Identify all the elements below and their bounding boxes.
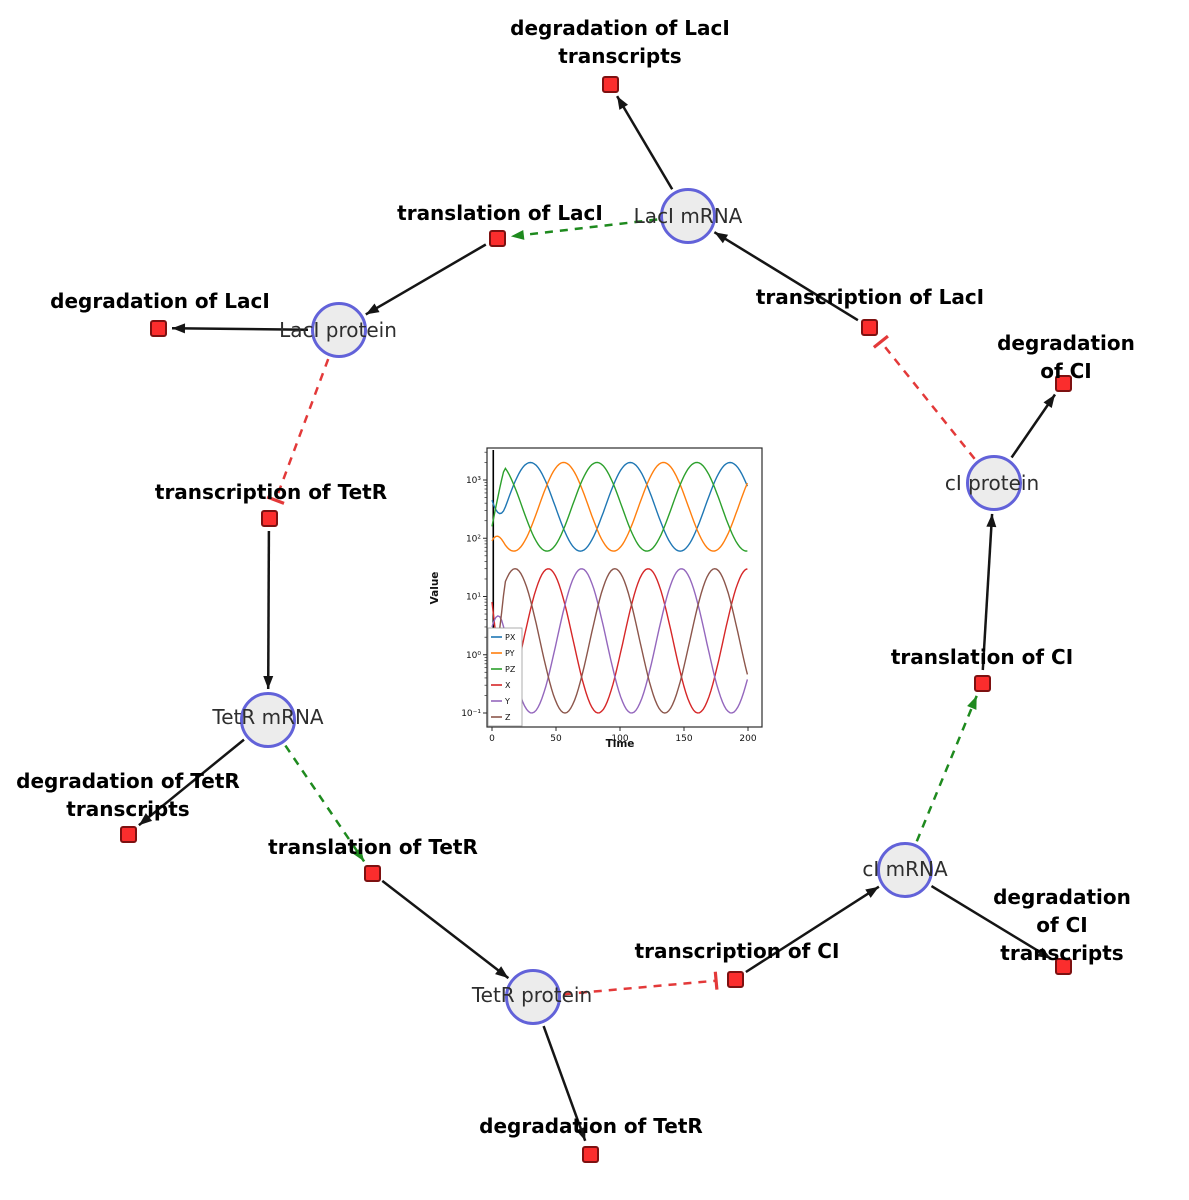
plot-frame: [486, 447, 763, 728]
legend-label-PY: PY: [505, 649, 515, 658]
edge-txn_ci-ci_mrna-production: [745, 885, 880, 974]
laci-mrna-label: LacI mRNA: [633, 204, 743, 228]
txn-laci-label: transcription of LacI: [755, 285, 985, 309]
edge-laci_mrna-deg_laci_tx-consumption: [616, 95, 674, 190]
tetr-protein-node: [505, 969, 561, 1025]
transl-laci-node: [488, 229, 506, 247]
legend-label-Y: Y: [504, 697, 510, 706]
edge-laci_protein-deg_laci-consumption: [171, 323, 309, 334]
legend-box: [487, 627, 523, 727]
y-tick-label: 10⁰: [466, 651, 481, 661]
ci-protein-label: cI protein: [944, 471, 1040, 495]
x-axis-label: Time: [606, 738, 635, 750]
deg-ci-tx-label: degradation of CI transcripts: [993, 885, 1131, 965]
edge-tetr_mrna-deg_tetr_tx-consumption: [138, 738, 245, 827]
x-tick-label: 150: [675, 734, 692, 744]
txn-ci-node: [726, 970, 744, 988]
deg-tetr-node: [581, 1145, 599, 1163]
laci-protein-label: LacI protein: [279, 318, 397, 342]
edge-transl_laci-laci_protein-production: [365, 243, 487, 316]
series-PY: [491, 461, 749, 552]
series-PZ: [491, 461, 748, 552]
legend-label-X: X: [505, 681, 511, 690]
laci-mrna-node: [660, 188, 716, 244]
series-Z: [491, 567, 749, 714]
edge-tetr_protein-deg_tetr-consumption: [542, 1025, 587, 1142]
ci-mrna-node: [877, 842, 933, 898]
y-tick-label: 10²: [466, 534, 481, 544]
transl-ci-label: translation of CI: [890, 645, 1074, 669]
deg-tetr-tx-node: [119, 825, 137, 843]
txn-laci-node: [860, 318, 878, 336]
edge-ci_mrna-deg_ci_tx-consumption: [930, 885, 1052, 960]
tetr-mrna-label: TetR mRNA: [212, 705, 324, 729]
deg-ci-tx-node: [1054, 957, 1072, 975]
deg-laci-node: [149, 319, 167, 337]
tetr-mrna-node: [240, 692, 296, 748]
y-tick-label: 10¹: [466, 593, 481, 603]
deg-ci-node: [1054, 374, 1072, 392]
edge-ci_protein-deg_ci-consumption: [1010, 393, 1057, 459]
deg-laci-tx-label: degradation of LacI transcripts: [510, 16, 730, 68]
deg-laci-tx-node: [601, 75, 619, 93]
txn-tetr-node: [260, 509, 278, 527]
x-tick-label: 100: [611, 734, 628, 744]
transl-tetr-label: translation of TetR: [268, 835, 478, 859]
y-tick-label: 10³: [466, 476, 481, 486]
deg-laci-label: degradation of LacI: [50, 289, 270, 313]
time-series-inset-chart: 0 50 100 150 200 10⁻¹ 10⁰ 10¹ 10² 10³ PX PY PZ XYZ Va…: [429, 447, 763, 750]
deg-ci-label: degradation of CI: [997, 331, 1135, 383]
tetr-protein-label: TetR protein: [471, 983, 593, 1007]
series-X: [491, 568, 748, 714]
transl-tetr-node: [363, 864, 381, 882]
laci-protein-node: [311, 302, 367, 358]
edge-txn_laci-laci_mrna-production: [713, 231, 859, 322]
legend-label-Z: Z: [505, 713, 511, 722]
series-Y: [491, 568, 749, 714]
deg-tetr-label: degradation of TetR: [479, 1114, 703, 1138]
edge-ci_protein-txn_laci-inhibition: [872, 334, 976, 460]
txn-tetr-label: transcription of TetR: [154, 480, 388, 504]
y-tick-label: 10⁻¹: [461, 709, 481, 719]
transl-laci-label: translation of LacI: [397, 201, 603, 225]
edge-txn_tetr-tetr_mrna-production: [263, 530, 274, 690]
txn-ci-label: transcription of CI: [634, 939, 840, 963]
edge-transl_ci-ci_protein-production: [981, 513, 997, 671]
transl-ci-node: [973, 674, 991, 692]
edge-transl_tetr-tetr_protein-production: [381, 879, 510, 980]
ci-mrna-label: cI mRNA: [862, 857, 948, 881]
legend-label-PZ: PZ: [505, 665, 516, 674]
edge-laci_protein-txn_tetr-inhibition: [266, 358, 330, 505]
edge-ci_mrna-transl_ci-modifier: [915, 695, 978, 842]
series-PX: [491, 461, 749, 552]
x-tick-label: 200: [739, 734, 756, 744]
edge-tetr_protein-txn_ci-inhibition: [563, 971, 719, 996]
deg-tetr-tx-label: degradation of TetR transcripts: [16, 769, 240, 821]
y-axis-label: Value: [429, 572, 441, 605]
edge-laci_mrna-transl_laci-modifier: [510, 218, 658, 240]
legend-label-PX: PX: [505, 633, 516, 642]
ci-protein-node: [966, 455, 1022, 511]
x-tick-label: 50: [550, 734, 562, 744]
x-tick-label: 0: [489, 734, 495, 744]
